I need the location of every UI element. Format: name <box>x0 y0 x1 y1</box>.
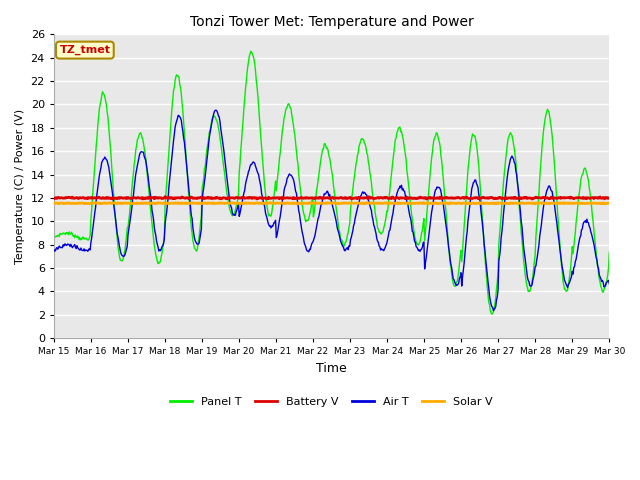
Title: Tonzi Tower Met: Temperature and Power: Tonzi Tower Met: Temperature and Power <box>189 15 474 29</box>
Panel T <box>488 312 496 317</box>
Battery V <box>117 194 125 200</box>
Solar V <box>203 201 211 206</box>
Air T <box>50 249 58 254</box>
Solar V <box>476 200 483 205</box>
Battery V <box>60 195 68 201</box>
Solar V <box>445 201 452 207</box>
Battery V <box>50 196 58 202</box>
Line: Panel T: Panel T <box>54 51 609 314</box>
Text: TZ_tmet: TZ_tmet <box>60 45 110 55</box>
Solar V <box>117 200 125 206</box>
Air T <box>203 158 211 164</box>
Air T <box>173 116 181 121</box>
Air T <box>416 249 424 254</box>
Solar V <box>605 201 613 206</box>
Line: Battery V: Battery V <box>54 197 609 199</box>
Air T <box>605 281 613 287</box>
Solar V <box>60 201 68 206</box>
Line: Air T: Air T <box>54 110 609 311</box>
Solar V <box>173 201 181 206</box>
Battery V <box>400 195 408 201</box>
Panel T <box>173 73 181 79</box>
Y-axis label: Temperature (C) / Power (V): Temperature (C) / Power (V) <box>15 108 25 264</box>
Panel T <box>60 230 68 236</box>
Legend: Panel T, Battery V, Air T, Solar V: Panel T, Battery V, Air T, Solar V <box>166 392 497 411</box>
Battery V <box>528 196 536 202</box>
Panel T <box>117 258 125 264</box>
Air T <box>117 251 125 257</box>
Solar V <box>399 200 407 206</box>
Air T <box>60 243 68 249</box>
X-axis label: Time: Time <box>316 362 347 375</box>
Battery V <box>174 195 182 201</box>
Battery V <box>605 195 613 201</box>
Battery V <box>161 194 169 200</box>
Battery V <box>204 194 211 200</box>
Line: Solar V: Solar V <box>54 203 609 204</box>
Solar V <box>50 200 58 206</box>
Panel T <box>50 233 58 239</box>
Panel T <box>416 240 424 245</box>
Solar V <box>415 200 423 205</box>
Air T <box>212 108 220 113</box>
Air T <box>490 308 497 313</box>
Battery V <box>416 194 424 200</box>
Air T <box>400 188 408 194</box>
Panel T <box>247 48 255 54</box>
Panel T <box>400 141 408 146</box>
Panel T <box>203 147 211 153</box>
Panel T <box>605 249 613 255</box>
